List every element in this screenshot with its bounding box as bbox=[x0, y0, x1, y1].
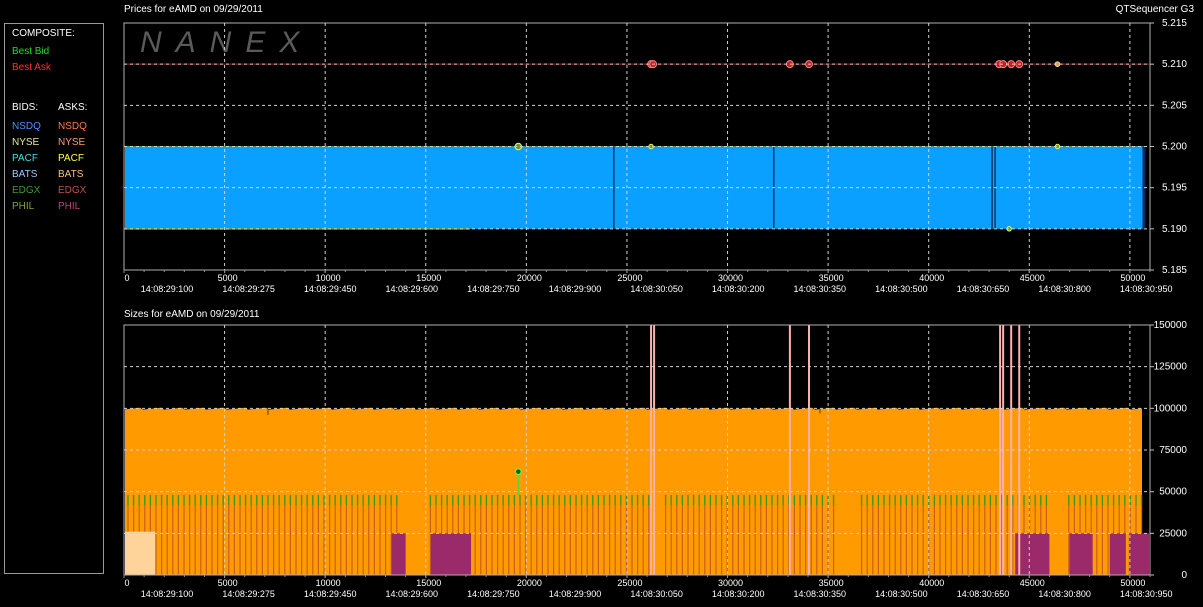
sizes-time-label: 14:08:30:950 bbox=[1120, 589, 1173, 599]
prices-time-label: 14:08:29:900 bbox=[549, 284, 602, 294]
prices-time-label: 14:08:30:200 bbox=[712, 284, 765, 294]
sizes-time-label: 14:08:30:350 bbox=[794, 589, 847, 599]
prices-ytick-label: 5.190 bbox=[1162, 224, 1187, 235]
sizes-time-label: 14:08:29:275 bbox=[222, 589, 275, 599]
prices-ytick-label: 5.210 bbox=[1162, 59, 1187, 70]
prices-xtick-label: 15000 bbox=[416, 273, 441, 283]
legend-ask-edgx: EDGX bbox=[58, 185, 87, 196]
legend-asks-label: ASKS: bbox=[58, 102, 88, 113]
prices-ytick-label: 5.215 bbox=[1162, 18, 1187, 29]
sizes-time-label: 14:08:30:650 bbox=[957, 589, 1010, 599]
sizes-ytick-label: 75000 bbox=[1159, 445, 1187, 456]
size-purple-block bbox=[430, 533, 472, 575]
legend-ask-phil: PHIL bbox=[58, 201, 81, 212]
prices-time-label: 14:08:29:100 bbox=[141, 284, 194, 294]
sizes-time-label: 14:08:29:450 bbox=[304, 589, 357, 599]
sizes-chart-title: Sizes for eAMD on 09/29/2011 bbox=[124, 309, 260, 320]
size-purple-block bbox=[1128, 533, 1149, 575]
sizes-time-label: 14:08:30:050 bbox=[630, 589, 683, 599]
sizes-time-label: 14:08:29:750 bbox=[467, 589, 520, 599]
sizes-xtick-label: 35000 bbox=[819, 578, 844, 588]
nanex-watermark: NANEX bbox=[140, 26, 313, 59]
legend-bid-phil: PHIL bbox=[12, 201, 35, 212]
prices-xtick-label: 25000 bbox=[617, 273, 642, 283]
prices-time-label: 14:08:30:050 bbox=[630, 284, 683, 294]
sizes-xtick-label: 50000 bbox=[1120, 578, 1145, 588]
prices-time-label: 14:08:30:350 bbox=[794, 284, 847, 294]
sizes-time-label: 14:08:29:900 bbox=[549, 589, 602, 599]
legend-ask-nsdq: NSDQ bbox=[58, 121, 87, 132]
legend-bid-nsdq: NSDQ bbox=[12, 121, 41, 132]
sizes-time-label: 14:08:30:800 bbox=[1038, 589, 1091, 599]
size-purple-block bbox=[391, 533, 406, 575]
sizes-xtick-label: 15000 bbox=[416, 578, 441, 588]
prices-xtick-label: 20000 bbox=[517, 273, 542, 283]
legend-composite-label: COMPOSITE: bbox=[12, 28, 75, 39]
legend-ask-nyse: NYSE bbox=[58, 137, 86, 148]
sizes-xtick-label: 25000 bbox=[617, 578, 642, 588]
sizes-time-label: 14:08:29:600 bbox=[386, 589, 439, 599]
size-purple-block bbox=[1015, 533, 1050, 575]
size-purple-block bbox=[1069, 533, 1093, 575]
prices-xtick-label: 40000 bbox=[919, 273, 944, 283]
legend-bid-bats: BATS bbox=[12, 169, 38, 180]
prices-time-label: 14:08:29:275 bbox=[222, 284, 275, 294]
legend-panel: COMPOSITE: Best Bid Best Ask BIDS: ASKS:… bbox=[4, 23, 104, 574]
legend-best-ask: Best Ask bbox=[12, 62, 51, 73]
prices-ytick-label: 5.185 bbox=[1162, 265, 1187, 276]
app-name: QTSequencer G3 bbox=[1115, 4, 1194, 15]
legend-best-bid: Best Bid bbox=[12, 46, 50, 57]
prices-time-label: 14:08:30:950 bbox=[1120, 284, 1173, 294]
prices-time-label: 14:08:29:750 bbox=[467, 284, 520, 294]
legend-bid-nyse: NYSE bbox=[12, 137, 40, 148]
sizes-ytick-label: 25000 bbox=[1159, 528, 1187, 539]
prices-time-label: 14:08:30:800 bbox=[1038, 284, 1091, 294]
sizes-ytick-label: 0 bbox=[1181, 570, 1187, 581]
legend-ask-pacf: PACF bbox=[58, 153, 84, 164]
legend-ask-bats: BATS bbox=[58, 169, 84, 180]
sizes-time-label: 14:08:29:100 bbox=[141, 589, 194, 599]
prices-xtick-label: 10000 bbox=[316, 273, 341, 283]
sizes-xtick-label: 30000 bbox=[718, 578, 743, 588]
prices-ytick-label: 5.200 bbox=[1162, 142, 1187, 153]
prices-time-label: 14:08:30:500 bbox=[875, 284, 928, 294]
sizes-xtick-label: 45000 bbox=[1020, 578, 1045, 588]
legend-bids-label: BIDS: bbox=[12, 102, 39, 113]
sizes-time-label: 14:08:30:500 bbox=[875, 589, 928, 599]
prices-xtick-label: 0 bbox=[124, 273, 129, 283]
sizes-xtick-label: 40000 bbox=[919, 578, 944, 588]
sizes-ytick-label: 50000 bbox=[1159, 487, 1187, 498]
prices-chart-title: Prices for eAMD on 09/29/2011 bbox=[124, 4, 263, 15]
prices-ytick-label: 5.195 bbox=[1162, 183, 1187, 194]
prices-ytick-label: 5.205 bbox=[1162, 100, 1187, 111]
prices-xtick-label: 30000 bbox=[718, 273, 743, 283]
sizes-ytick-label: 100000 bbox=[1154, 403, 1188, 414]
sizes-ytick-label: 125000 bbox=[1154, 362, 1188, 373]
prices-time-label: 14:08:29:450 bbox=[304, 284, 357, 294]
legend-bid-edgx: EDGX bbox=[12, 185, 41, 196]
sizes-xtick-label: 5000 bbox=[218, 578, 238, 588]
size-light-band bbox=[125, 531, 156, 575]
sizes-xtick-label: 10000 bbox=[316, 578, 341, 588]
prices-xtick-label: 5000 bbox=[218, 273, 238, 283]
sizes-xtick-label: 20000 bbox=[517, 578, 542, 588]
prices-xtick-label: 35000 bbox=[819, 273, 844, 283]
sizes-time-label: 14:08:30:200 bbox=[712, 589, 765, 599]
sizes-xtick-label: 0 bbox=[124, 578, 129, 588]
size-purple-block bbox=[1109, 533, 1126, 575]
prices-time-label: 14:08:29:600 bbox=[386, 284, 439, 294]
prices-xtick-label: 50000 bbox=[1120, 273, 1145, 283]
prices-xtick-label: 45000 bbox=[1020, 273, 1045, 283]
prices-time-label: 14:08:30:650 bbox=[957, 284, 1010, 294]
legend-bid-pacf: PACF bbox=[12, 153, 38, 164]
sizes-ytick-label: 150000 bbox=[1154, 320, 1188, 331]
size-bid-marker bbox=[515, 468, 522, 475]
panel-prices: NANEX 5.215 5.210 5.205 5.200 5.195 5.190 5.185… bbox=[123, 18, 1187, 294]
